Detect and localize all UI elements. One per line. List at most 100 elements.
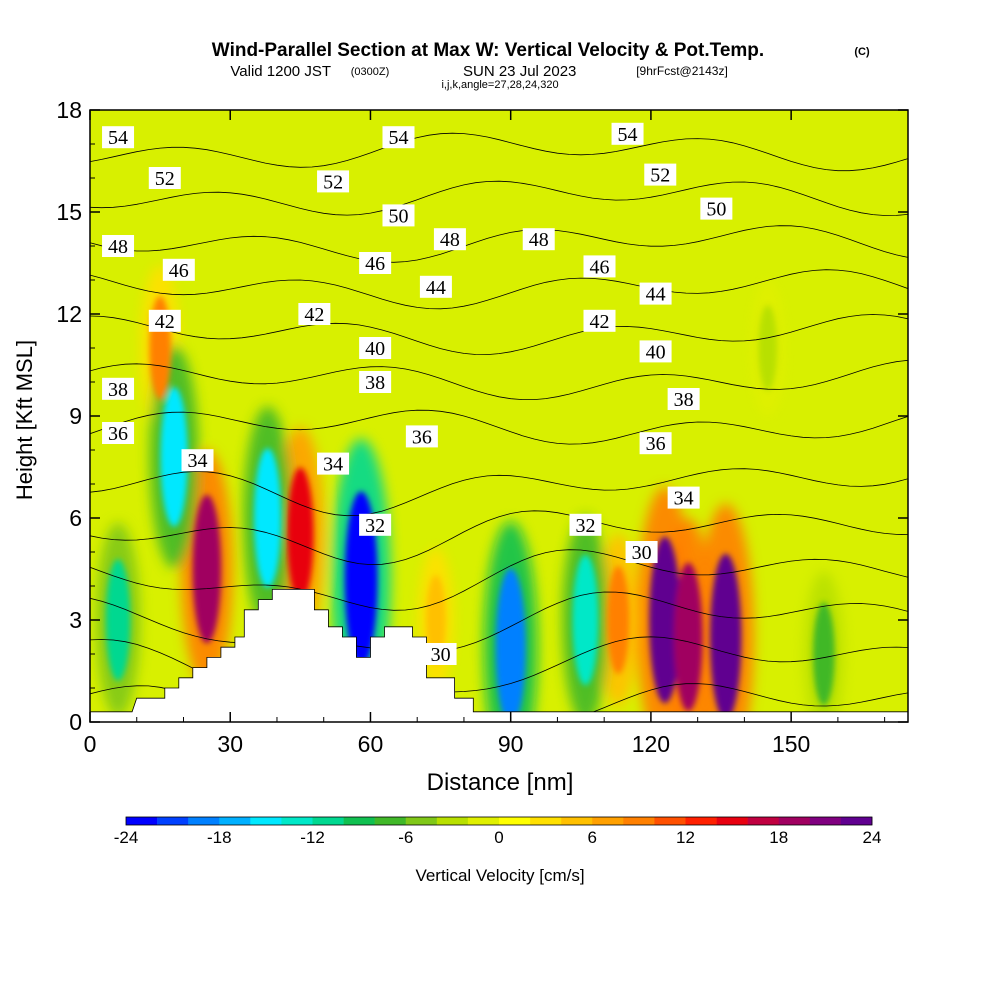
isentrope-label: 36: [405, 425, 438, 448]
isentrope-label-text: 42: [304, 304, 324, 326]
colorbar-tick-label: 24: [863, 828, 882, 847]
y-tick-label: 6: [69, 505, 82, 531]
colorbar-swatch: [809, 817, 842, 825]
isentrope-label: 46: [359, 252, 392, 275]
chart-header: Wind-Parallel Section at Max W: Vertical…: [212, 40, 870, 91]
isentrope-48: [90, 269, 908, 310]
valid-utc-label: (0300Z): [351, 66, 390, 78]
x-tick-label: 90: [498, 731, 524, 757]
isentrope-label-box: [644, 163, 677, 186]
downdraft-cell: [105, 559, 131, 681]
isentrope-label-text: 30: [431, 644, 451, 666]
colorbar-tick-label: -18: [207, 828, 232, 847]
isentrope-52: [90, 180, 908, 216]
colorbar-swatch: [405, 817, 438, 825]
y-axis-label: Height [Kft MSL]: [12, 340, 37, 500]
colorbar-swatch: [747, 817, 780, 825]
updraft-cell: [607, 566, 630, 674]
y-tick-label: 9: [69, 403, 82, 429]
isentrope-label: 40: [639, 340, 672, 363]
colorbar-tick-label: 12: [676, 828, 695, 847]
isentrope-label-box: [162, 258, 195, 281]
isentrope-label-text: 32: [575, 515, 595, 537]
isentrope-label-box: [102, 422, 135, 444]
isentrope-label-box: [102, 126, 135, 149]
isentrope-label: 46: [162, 258, 195, 282]
isentrope-label: 46: [583, 255, 616, 278]
isentrope-label-text: 30: [632, 542, 652, 564]
isentrope-label-box: [298, 303, 331, 325]
isentrope-label-text: 52: [155, 168, 175, 190]
y-tick-label: 3: [69, 607, 82, 633]
isentrope-label-text: 50: [389, 205, 409, 227]
isentrope-label: 48: [102, 235, 135, 258]
isentrope-label-box: [639, 340, 672, 363]
colorbar-swatch: [467, 817, 500, 825]
x-tick-label: 60: [358, 731, 384, 757]
isentrope-label-text: 48: [440, 229, 460, 251]
colorbar-swatch: [623, 817, 655, 825]
isentrope-label: 44: [419, 275, 452, 299]
colorbar-swatch: [840, 817, 873, 825]
isentrope-44: [90, 359, 908, 400]
colorbar: -24 -18 -12 -6 0 6 12 18 24: [114, 816, 882, 847]
isentrope-label: 50: [700, 197, 733, 221]
isentrope-label-box: [583, 255, 616, 278]
isentrope-label-text: 54: [618, 124, 638, 146]
colorbar-tick-label: -24: [114, 828, 139, 847]
colorbar-tick-label: -6: [398, 828, 413, 847]
colorbar-swatch: [126, 817, 158, 825]
colorbar-swatch: [716, 817, 748, 825]
isentrope-label-box: [148, 309, 181, 332]
x-tick-label: 150: [772, 731, 810, 757]
x-tick-label: 0: [84, 731, 97, 757]
colorbar-swatch: [499, 817, 531, 825]
updraft-cell: [710, 553, 742, 721]
isentrope-label-box: [419, 275, 452, 298]
isentrope-label-text: 36: [108, 423, 128, 445]
plot-area: 54 54 54 52 52 52 50 50 48 48 48 46 46 46 44 44 42 42 42 40…: [90, 110, 908, 722]
isentrope-label-text: 42: [589, 311, 609, 333]
x-axis: 0 30 60 90 120 150: [84, 110, 886, 757]
isentrope-label-text: 38: [365, 372, 385, 394]
isentrope-34: [90, 591, 908, 654]
isentrope-label-text: 52: [323, 171, 343, 193]
isentrope-label-box: [317, 170, 350, 193]
isentrope-label-box: [382, 126, 415, 149]
isentrope-label-text: 48: [529, 229, 549, 251]
colorbar-swatch: [592, 817, 624, 825]
isentrope-label-box: [359, 371, 392, 393]
isentrope-label-text: 54: [108, 127, 128, 149]
isentrope-label-text: 34: [323, 454, 343, 476]
isentrope-label: 52: [148, 167, 181, 190]
isentrope-label-text: 54: [389, 127, 409, 149]
isentrope-label: 52: [317, 170, 350, 193]
isentrope-label-box: [102, 377, 135, 400]
colorbar-swatch: [654, 817, 686, 825]
isentrope-label-text: 40: [646, 341, 666, 363]
x-tick-label: 120: [632, 731, 670, 757]
colorbar-swatch: [374, 817, 407, 825]
colorbar-swatch: [281, 817, 313, 825]
y-tick-label: 0: [69, 709, 82, 735]
isentrope-label: 52: [644, 163, 677, 187]
isentrope-label-box: [611, 122, 644, 145]
colorbar-label: Vertical Velocity [cm/s]: [415, 866, 584, 885]
updraft-cell: [287, 467, 314, 603]
y-tick-label: 15: [56, 199, 82, 225]
colorbar-swatch: [250, 817, 282, 825]
isentrope-label-text: 38: [108, 379, 128, 401]
colorbar-swatch: [157, 817, 189, 825]
isentrope-label-box: [424, 643, 457, 665]
colorbar-tick-label: 0: [494, 828, 503, 847]
downdraft-cell: [160, 387, 188, 527]
isentrope-50: [90, 225, 908, 263]
isentrope-label-text: 40: [365, 338, 385, 360]
forecast-label: [9hrFcst@2143z]: [636, 64, 728, 78]
isentrope-label-box: [359, 337, 392, 359]
isentrope-label: 48: [433, 228, 466, 251]
downdraft-cell: [254, 448, 282, 588]
downdraft-cell: [572, 554, 599, 686]
isentrope-label-text: 38: [674, 389, 694, 411]
